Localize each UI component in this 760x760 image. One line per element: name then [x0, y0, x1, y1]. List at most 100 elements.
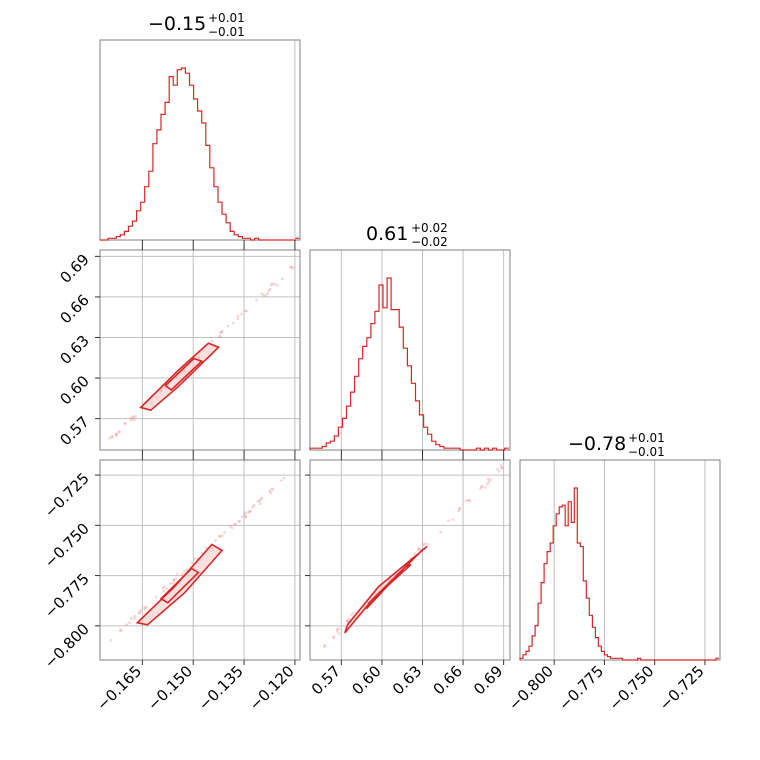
pair-0-sample-point: [243, 309, 247, 313]
pair-0-sample-point: [210, 339, 214, 343]
pair-0-sample-point: [281, 277, 284, 281]
pair-1-sample-point: [143, 605, 147, 609]
pair-2-contour-1: [365, 563, 412, 610]
panel-hist-2-frame: [519, 459, 721, 661]
pair-1-sample-point: [230, 526, 234, 530]
pair-2-sample-point: [423, 542, 427, 546]
pair-1-sample-point: [260, 496, 264, 500]
pair-2-sample-point: [335, 627, 339, 631]
pair-1-2-density: [323, 463, 504, 648]
pair-2-sample-point: [489, 478, 493, 482]
x-tick-label-param-1: 0.66: [430, 662, 466, 698]
pair-0-sample-point: [108, 436, 111, 440]
pair-1-sample-point: [218, 534, 221, 538]
histogram-1: [309, 277, 509, 451]
pair-1-sample-point: [247, 510, 250, 514]
pair-0-sample-point: [245, 309, 248, 313]
pair-0-sample-point: [217, 335, 221, 338]
pair-2-sample-point: [499, 463, 503, 467]
pair-1-sample-point: [171, 581, 175, 585]
pair-1-sample-point: [143, 607, 147, 611]
pair-1-sample-point: [169, 582, 172, 585]
panel-hist-2: −0.800−0.775−0.750−0.725: [505, 459, 721, 714]
x-tick-label-param-1: 0.57: [308, 662, 344, 698]
pair-1-sample-point: [154, 595, 158, 599]
pair-1-sample-point: [248, 509, 252, 513]
pair-0-sample-point: [220, 330, 224, 333]
pair-0-sample-point: [289, 266, 293, 269]
pair-1-sample-point: [162, 589, 166, 593]
pair-2-sample-point: [447, 519, 450, 523]
pair-2-sample-point: [468, 499, 472, 503]
pair-1-sample-point: [251, 505, 255, 509]
pair-0-sample-point: [270, 283, 273, 287]
pair-2-sample-point: [337, 627, 341, 631]
hist-2-grid: [553, 460, 706, 660]
pair-0-sample-point: [118, 430, 121, 434]
pair-1-sample-point: [185, 568, 189, 572]
pair-2-sample-point: [486, 477, 490, 481]
pair-2-sample-point: [451, 518, 455, 522]
x-tick-label-param-1: 0.69: [470, 662, 506, 698]
title-1-plus: +0.02: [411, 221, 448, 235]
pair-1-sample-point: [214, 539, 217, 542]
pair-2-sample-point: [347, 617, 351, 621]
pair-1-sample-point: [259, 498, 262, 501]
pair-1-sample-point: [193, 557, 197, 560]
pair-1-sample-point: [145, 605, 149, 609]
pair-1-sample-point: [244, 511, 248, 514]
pair-1-sample-point: [176, 572, 179, 576]
x-tick-label-param-0: −0.150: [144, 662, 196, 714]
pair-0-sample-point: [123, 421, 127, 425]
pair-1-sample-point: [133, 617, 136, 620]
x-tick-label-param-2: −0.750: [606, 662, 658, 714]
y-tick-label-param-2: −0.775: [41, 570, 93, 622]
pair-2-sample-point: [479, 487, 482, 490]
pair-1-sample-point: [109, 638, 113, 642]
title-2-minus: −0.01: [628, 445, 665, 459]
pair-0-contour-0: [139, 342, 221, 412]
pair-2-sample-point: [352, 611, 356, 615]
pair-1-sample-point: [268, 489, 272, 493]
histogram-1-steps: [309, 277, 509, 451]
pair-1-sample-point: [127, 621, 131, 625]
pair-0-2-density: [109, 476, 286, 642]
pair-0-sample-point: [268, 287, 272, 291]
pair-2-sample-point: [480, 485, 483, 488]
title-0-plus: +0.01: [208, 11, 245, 25]
pair-1-sample-point: [180, 572, 184, 576]
pair-2-sample-point: [426, 543, 430, 546]
pair-1-sample-point: [270, 488, 273, 491]
pair-2-sample-point: [417, 548, 421, 552]
pair-1-sample-point: [256, 500, 260, 503]
pair-0-sample-point: [291, 266, 295, 270]
pair-1-sample-point: [182, 570, 186, 573]
pair-2-sample-point: [481, 485, 484, 488]
pair-1-sample-point: [161, 586, 165, 590]
pair-1-sample-point: [119, 628, 123, 632]
pair-1-sample-point: [174, 577, 178, 581]
pair-1-sample-point: [237, 520, 241, 523]
pair-2-sample-point: [350, 613, 353, 617]
title-0-minus: −0.01: [208, 25, 245, 39]
pair-1-sample-point: [165, 587, 169, 591]
pair-1-2-ticks: 0.57 0.60 0.63 0.66 0.69: [305, 455, 506, 698]
pair-1-sample-point: [137, 611, 141, 615]
y-tick-label-param-1: 0.66: [56, 291, 92, 327]
pair-0-sample-point: [115, 434, 118, 438]
hist-2-xticks: −0.800−0.775−0.750−0.725: [505, 660, 708, 714]
panel-hist-1-frame: [309, 249, 511, 451]
pair-2-sample-point: [421, 543, 425, 546]
pair-2-sample-point: [413, 552, 416, 556]
pair-1-sample-point: [133, 614, 137, 618]
pair-2-sample-point: [500, 466, 504, 470]
pair-0-sample-point: [226, 324, 230, 328]
panel-hist-0-frame: [99, 39, 301, 241]
pair-1-sample-point: [190, 561, 194, 565]
y-tick-label-param-1: 0.63: [56, 332, 92, 368]
pair-0-sample-point: [218, 335, 222, 339]
pair-2-sample-point: [500, 466, 504, 470]
pair-0-sample-point: [131, 416, 135, 420]
panel-pair-1-2-frame: [309, 459, 511, 661]
